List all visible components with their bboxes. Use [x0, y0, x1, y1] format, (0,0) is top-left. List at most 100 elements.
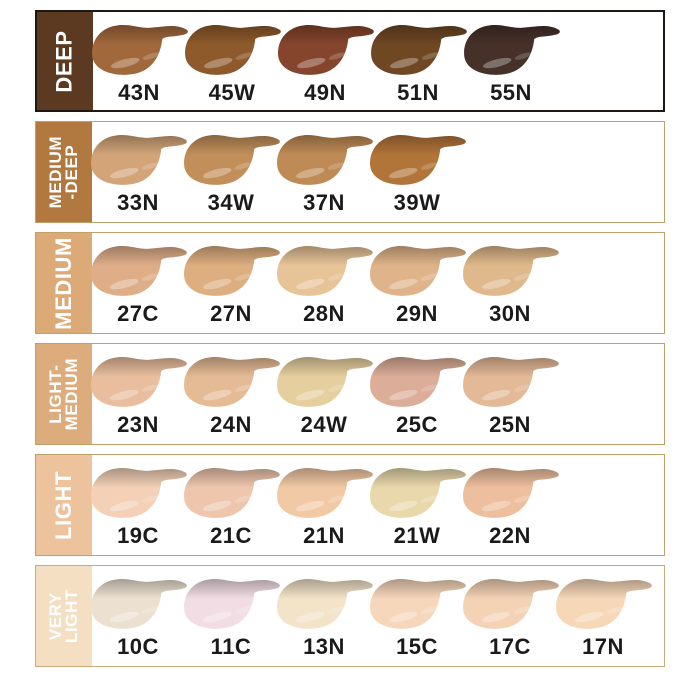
swatch-27c: 27C — [81, 241, 195, 327]
swatch-37n: 37N — [267, 130, 381, 216]
swatch-43n: 43N — [82, 20, 196, 106]
swatch-11c: 11C — [174, 574, 288, 660]
shade-code: 37N — [303, 190, 345, 215]
shade-code: 33N — [117, 190, 159, 215]
swatch-28n: 28N — [267, 241, 381, 327]
foundation-smear — [91, 467, 187, 518]
shade-code: 45W — [208, 80, 256, 105]
shade-row-light-medium: LIGHT- MEDIUM 23N 24N 24W 25C 25N — [35, 343, 665, 445]
category-panel: VERY LIGHT — [36, 566, 92, 666]
swatch-34w: 34W — [174, 130, 288, 216]
category-label-line: LIGHT — [62, 589, 81, 643]
shade-code: 11C — [210, 634, 252, 659]
shade-code: 34W — [207, 190, 255, 215]
category-label-line: MEDIUM — [62, 357, 82, 431]
shade-code: 22N — [489, 523, 531, 548]
foundation-smear — [91, 245, 187, 296]
category-panel: DEEP — [37, 12, 93, 110]
swatch-27n: 27N — [174, 241, 288, 327]
foundation-smear — [184, 134, 280, 185]
category-label-line: LIGHT — [50, 470, 76, 540]
swatch-25n: 25N — [453, 352, 567, 438]
swatch-29n: 29N — [360, 241, 474, 327]
shade-code: 27N — [210, 301, 252, 326]
foundation-smear — [463, 245, 559, 296]
shade-row-light: LIGHT 19C 21C 21N 21W 22N — [35, 454, 665, 556]
shade-code: 23N — [117, 412, 159, 437]
shade-row-very-light: VERY LIGHT 10C 11C 13N 15C 17C 17N — [35, 565, 665, 667]
foundation-smear — [91, 578, 187, 629]
shade-code: 39W — [393, 190, 441, 215]
category-panel: LIGHT — [36, 455, 92, 555]
foundation-smear — [463, 356, 559, 407]
shade-row-deep: DEEP 43N 45W 49N 51N 55N — [35, 10, 665, 112]
foundation-smear — [184, 245, 280, 296]
swatch-21w: 21W — [360, 463, 474, 549]
swatch-51n: 51N — [361, 20, 475, 106]
category-label: VERY LIGHT — [46, 589, 81, 643]
shade-code: 49N — [304, 80, 346, 105]
swatch-15c: 15C — [360, 574, 474, 660]
shade-row-medium: MEDIUM 27C 27N 28N 29N 30N — [35, 232, 665, 334]
foundation-smear — [463, 467, 559, 518]
shade-code: 10C — [117, 634, 159, 659]
foundation-smear — [184, 356, 280, 407]
shade-code: 25C — [396, 412, 438, 437]
shade-code: 19C — [117, 523, 159, 548]
shade-row-medium-deep: MEDIUM -DEEP 33N 34W 37N 39W — [35, 121, 665, 223]
foundation-smear — [185, 24, 281, 75]
swatch-10c: 10C — [81, 574, 195, 660]
swatch-17n: 17N — [546, 574, 660, 660]
swatch-17c: 17C — [453, 574, 567, 660]
category-label-line: MEDIUM — [50, 236, 76, 330]
shade-code: 43N — [118, 80, 160, 105]
foundation-smear — [278, 24, 374, 75]
foundation-smear — [277, 467, 373, 518]
category-panel: MEDIUM -DEEP — [36, 122, 92, 222]
swatch-19c: 19C — [81, 463, 195, 549]
swatch-23n: 23N — [81, 352, 195, 438]
shade-chart: DEEP 43N 45W 49N 51N 55N MEDIUM -DEEP 33N 34W 37N 3… — [35, 10, 665, 676]
shade-code: 51N — [397, 80, 439, 105]
swatch-22n: 22N — [453, 463, 567, 549]
foundation-smear — [184, 467, 280, 518]
shade-code: 28N — [303, 301, 345, 326]
swatch-21c: 21C — [174, 463, 288, 549]
foundation-smear — [277, 134, 373, 185]
shade-code: 21W — [393, 523, 441, 548]
foundation-smear — [556, 578, 652, 629]
shade-code: 29N — [396, 301, 438, 326]
shade-code: 15C — [396, 634, 438, 659]
swatch-45w: 45W — [175, 20, 289, 106]
swatch-30n: 30N — [453, 241, 567, 327]
foundation-smear — [370, 356, 466, 407]
foundation-smear — [371, 24, 467, 75]
category-label: DEEP — [51, 29, 77, 93]
category-label-line: DEEP — [51, 29, 77, 93]
shade-code: 13N — [303, 634, 345, 659]
foundation-smear — [370, 134, 466, 185]
swatch-55n: 55N — [454, 20, 568, 106]
swatch-49n: 49N — [268, 20, 382, 106]
foundation-smear — [370, 467, 466, 518]
shade-code: 24N — [210, 412, 252, 437]
swatch-33n: 33N — [81, 130, 195, 216]
foundation-smear — [277, 245, 373, 296]
foundation-smear — [463, 578, 559, 629]
category-label: MEDIUM — [50, 236, 76, 330]
foundation-smear — [370, 578, 466, 629]
category-label: LIGHT — [50, 470, 76, 540]
shade-code: 24W — [300, 412, 348, 437]
shade-code: 21C — [210, 523, 252, 548]
swatch-13n: 13N — [267, 574, 381, 660]
foundation-smear — [91, 134, 187, 185]
category-label-line: -DEEP — [62, 144, 82, 200]
shade-code: 21N — [303, 523, 345, 548]
swatch-24w: 24W — [267, 352, 381, 438]
foundation-smear — [277, 578, 373, 629]
swatch-25c: 25C — [360, 352, 474, 438]
foundation-smear — [370, 245, 466, 296]
foundation-smear — [92, 24, 188, 75]
swatch-21n: 21N — [267, 463, 381, 549]
foundation-smear — [184, 578, 280, 629]
